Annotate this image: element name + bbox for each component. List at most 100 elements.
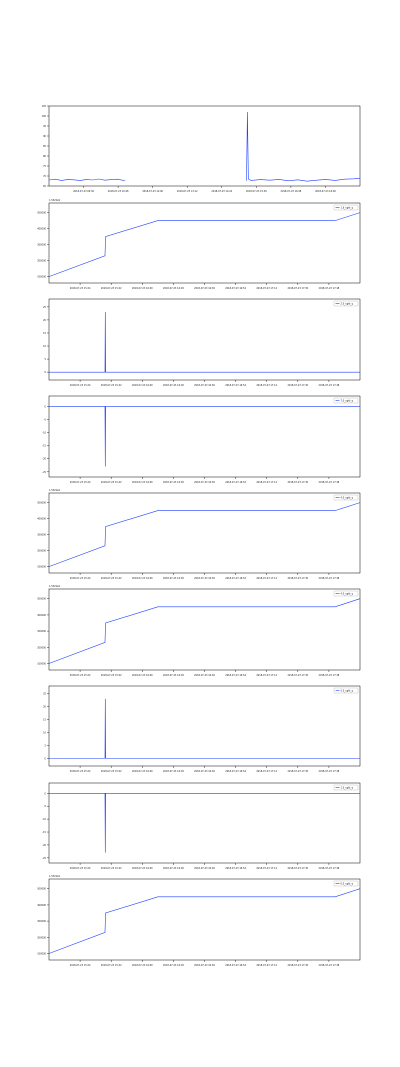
- y-tick-label: 10: [43, 345, 46, 348]
- y-tick-label: 100000: [37, 953, 46, 956]
- legend: 1.6_ugkt_q: [333, 204, 359, 211]
- x-tick-label: 2018-07-23 16:18: [163, 384, 184, 387]
- y-tick-label: 15: [43, 332, 46, 335]
- y-tick-label: -25: [42, 471, 46, 474]
- chart-panel-3: 0 5 10 15 20 25 2018-07-23 15:24 2018-07-23 15:…: [43, 298, 361, 387]
- y-tick-label: 105: [42, 105, 47, 108]
- y-tick-label: 5: [45, 744, 47, 747]
- y-tick-label: 300000: [37, 244, 46, 247]
- y-tick-label: 400000: [37, 904, 46, 907]
- x-tick-label: 2018-07-23 15:24: [70, 287, 91, 290]
- plot-frame: [48, 588, 361, 671]
- x-tick-label: 2018-07-23 17:30: [287, 867, 308, 870]
- x-tick-label: 2018-07-23 16:18: [163, 577, 184, 580]
- y-tick-label: 200000: [37, 936, 46, 939]
- plot-frame: [48, 395, 361, 478]
- x-tick-label: 2018-07-23 17:12: [256, 287, 277, 290]
- x-tick-label: 2018-07-23 17:12: [256, 964, 277, 967]
- x-tick-label: 2018-07-23 16:18: [163, 674, 184, 677]
- y-tick-label: 20: [43, 706, 46, 709]
- x-tick-label: 2018-07-23 16:18: [163, 867, 184, 870]
- x-tick-label: 2018-07-23 16:18: [163, 287, 184, 290]
- x-tick-label: 2018-07-23 15:24: [70, 384, 91, 387]
- legend: 4.0_ugkt_q: [333, 590, 359, 597]
- y-tick-label: 80: [43, 155, 46, 158]
- x-tick-label: 2018-07-23 12:00: [142, 190, 163, 193]
- x-tick-label: 2018-07-23 15:42: [101, 577, 122, 580]
- plot-frame: [48, 105, 361, 187]
- x-tick-label: 2018-07-23 15:42: [101, 287, 122, 290]
- x-tick-label: 2018-07-23 16:36: [194, 867, 215, 870]
- x-tick-label: 2018-07-23 16:18: [163, 481, 184, 484]
- y-tick-label: 400000: [37, 614, 46, 617]
- y-tick-label: 65: [43, 185, 46, 188]
- x-tick-label: 2018-07-23 17:30: [287, 770, 308, 773]
- x-tick-label: 2018-07-23 17:30: [287, 674, 308, 677]
- legend: 5.0_ugkt_q: [333, 687, 359, 694]
- x-tick-label: 2018-07-23 17:30: [287, 384, 308, 387]
- x-tick-label: 2018-07-23 16:36: [194, 577, 215, 580]
- y-tick-label: -10: [42, 818, 46, 821]
- axis-offset-label: 1.5322e9: [49, 585, 60, 588]
- x-tick-label: 2018-07-23 16:36: [194, 770, 215, 773]
- legend: 7.0_ugkt_q: [333, 397, 359, 404]
- x-tick-label: 2018-07-23 15:24: [70, 577, 91, 580]
- y-tick-label: 5: [45, 358, 47, 361]
- x-tick-label: 2018-07-23 16:18: [163, 770, 184, 773]
- x-tick-label: 2018-07-23 16:48: [281, 190, 302, 193]
- y-tick-label: 100000: [37, 663, 46, 666]
- series-line: [48, 212, 361, 277]
- chart-panel-1: 65 70 75 80 85 90 95 100 105 2018-07-23 09:36 2018…: [42, 105, 361, 193]
- legend-label: 4.0_ugkt_q: [341, 496, 354, 499]
- x-tick-label: 2018-07-23 16:18: [163, 964, 184, 967]
- x-tick-label: 2018-07-23 16:00: [132, 384, 153, 387]
- x-tick-label: 2018-07-23 09:36: [73, 190, 94, 193]
- x-tick-label: 2018-07-23 16:36: [194, 287, 215, 290]
- y-tick-label: 25: [43, 306, 46, 309]
- x-tick-label: 2018-07-23 17:48: [319, 384, 340, 387]
- legend-label: 7.0_ugkt_q: [341, 399, 354, 402]
- y-tick-label: 0: [45, 405, 47, 408]
- axis-offset-label: 1.5322e9: [49, 489, 60, 492]
- x-tick-label: 2018-07-23 16:00: [132, 674, 153, 677]
- y-tick-label: -25: [42, 857, 46, 860]
- x-tick-label: 2018-07-23 17:48: [319, 674, 340, 677]
- x-tick-label: 2018-07-23 16:54: [225, 384, 246, 387]
- x-tick-label: 2018-07-23 16:00: [132, 770, 153, 773]
- y-tick-label: 0: [45, 792, 47, 795]
- x-tick-label: 2018-07-23 17:12: [256, 674, 277, 677]
- y-tick-label: 500000: [37, 502, 46, 505]
- x-tick-label: 2018-07-23 16:54: [225, 770, 246, 773]
- plot-frame: [48, 202, 361, 284]
- y-tick-label: -20: [42, 458, 46, 461]
- x-tick-label: 2018-07-23 17:48: [319, 287, 340, 290]
- x-tick-label: 2018-07-23 16:36: [194, 674, 215, 677]
- legend-box: [333, 300, 359, 307]
- y-tick-label: 100000: [37, 566, 46, 569]
- y-tick-label: -5: [44, 419, 47, 422]
- x-tick-label: 2018-07-23 16:00: [132, 287, 153, 290]
- y-tick-label: 100: [42, 115, 47, 118]
- legend-box: [333, 590, 359, 597]
- y-tick-label: 500000: [37, 212, 46, 215]
- y-tick-label: 500000: [37, 888, 46, 891]
- x-tick-label: 2018-07-23 16:54: [225, 481, 246, 484]
- y-tick-label: 10: [43, 731, 46, 734]
- chart-panel-9: 100000 200000 300000 400000 500000 2018-07-23…: [37, 875, 361, 967]
- x-tick-label: 2018-07-23 17:48: [319, 964, 340, 967]
- y-tick-label: 85: [43, 145, 46, 148]
- legend-box: [333, 687, 359, 694]
- y-tick-label: 0: [45, 757, 47, 760]
- series-line: [49, 312, 360, 373]
- x-tick-label: 2018-07-23 15:24: [70, 770, 91, 773]
- x-tick-label: 2018-07-23 17:12: [256, 577, 277, 580]
- y-tick-label: 300000: [37, 920, 46, 923]
- y-tick-label: 0: [45, 371, 47, 374]
- y-tick-label: 400000: [37, 518, 46, 521]
- plot-frame: [48, 298, 361, 381]
- chart-panel-2: 100000 200000 300000 400000 500000 2018-07-23…: [37, 199, 361, 290]
- x-tick-label: 2018-07-23 15:42: [101, 674, 122, 677]
- axis-offset-label: 1.5322e9: [49, 199, 60, 202]
- x-tick-label: 2018-07-23 16:36: [194, 384, 215, 387]
